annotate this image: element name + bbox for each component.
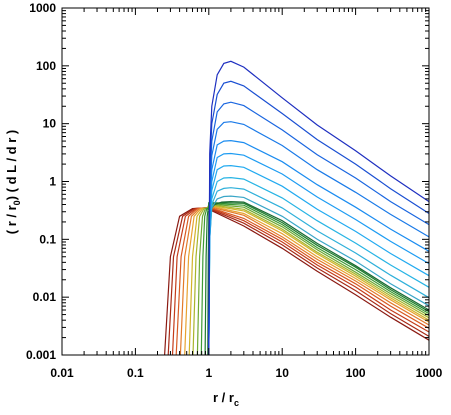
y-tick-label: 1 [49,175,56,189]
series-line [184,205,430,356]
x-axis-tick-labels: 0.01 0.1 1 10 100 1000 [50,366,442,380]
series-line [171,207,430,356]
series-line [207,200,430,356]
y-axis-label: ( r / r0) ( d L / d r ) [4,130,22,234]
series-line [188,204,430,356]
x-axis-label: r / rc [213,390,239,408]
series-line [192,203,430,356]
y-axis-ticks [62,7,429,356]
series-line [200,202,430,356]
series-line [208,101,430,356]
series-line [179,205,430,356]
x-tick-label: 10 [276,366,290,380]
plot-lines [164,60,430,356]
series-line [208,139,430,356]
y-tick-label: 1000 [29,1,56,15]
y-tick-label: 0.001 [26,348,56,362]
y-axis-tick-labels: 0.001 0.01 0.1 1 10 100 1000 [26,1,56,362]
y-tick-label: 0.01 [33,290,57,304]
y-tick-label: 100 [36,59,56,73]
series-line [167,207,430,356]
series-line [164,207,430,356]
x-tick-label: 1 [205,366,212,380]
series-line [208,80,430,356]
y-tick-label: 0.1 [39,232,56,246]
series-line [175,206,430,356]
x-tick-label: 100 [346,366,366,380]
y-tick-label: 10 [43,117,57,131]
x-tick-label: 0.1 [127,366,144,380]
series-line [208,121,430,356]
x-tick-label: 0.01 [50,366,74,380]
series-line [196,203,430,356]
series-line [204,202,430,356]
x-axis-ticks [61,8,430,355]
series-line [208,60,430,356]
x-tick-label: 1000 [416,366,443,380]
